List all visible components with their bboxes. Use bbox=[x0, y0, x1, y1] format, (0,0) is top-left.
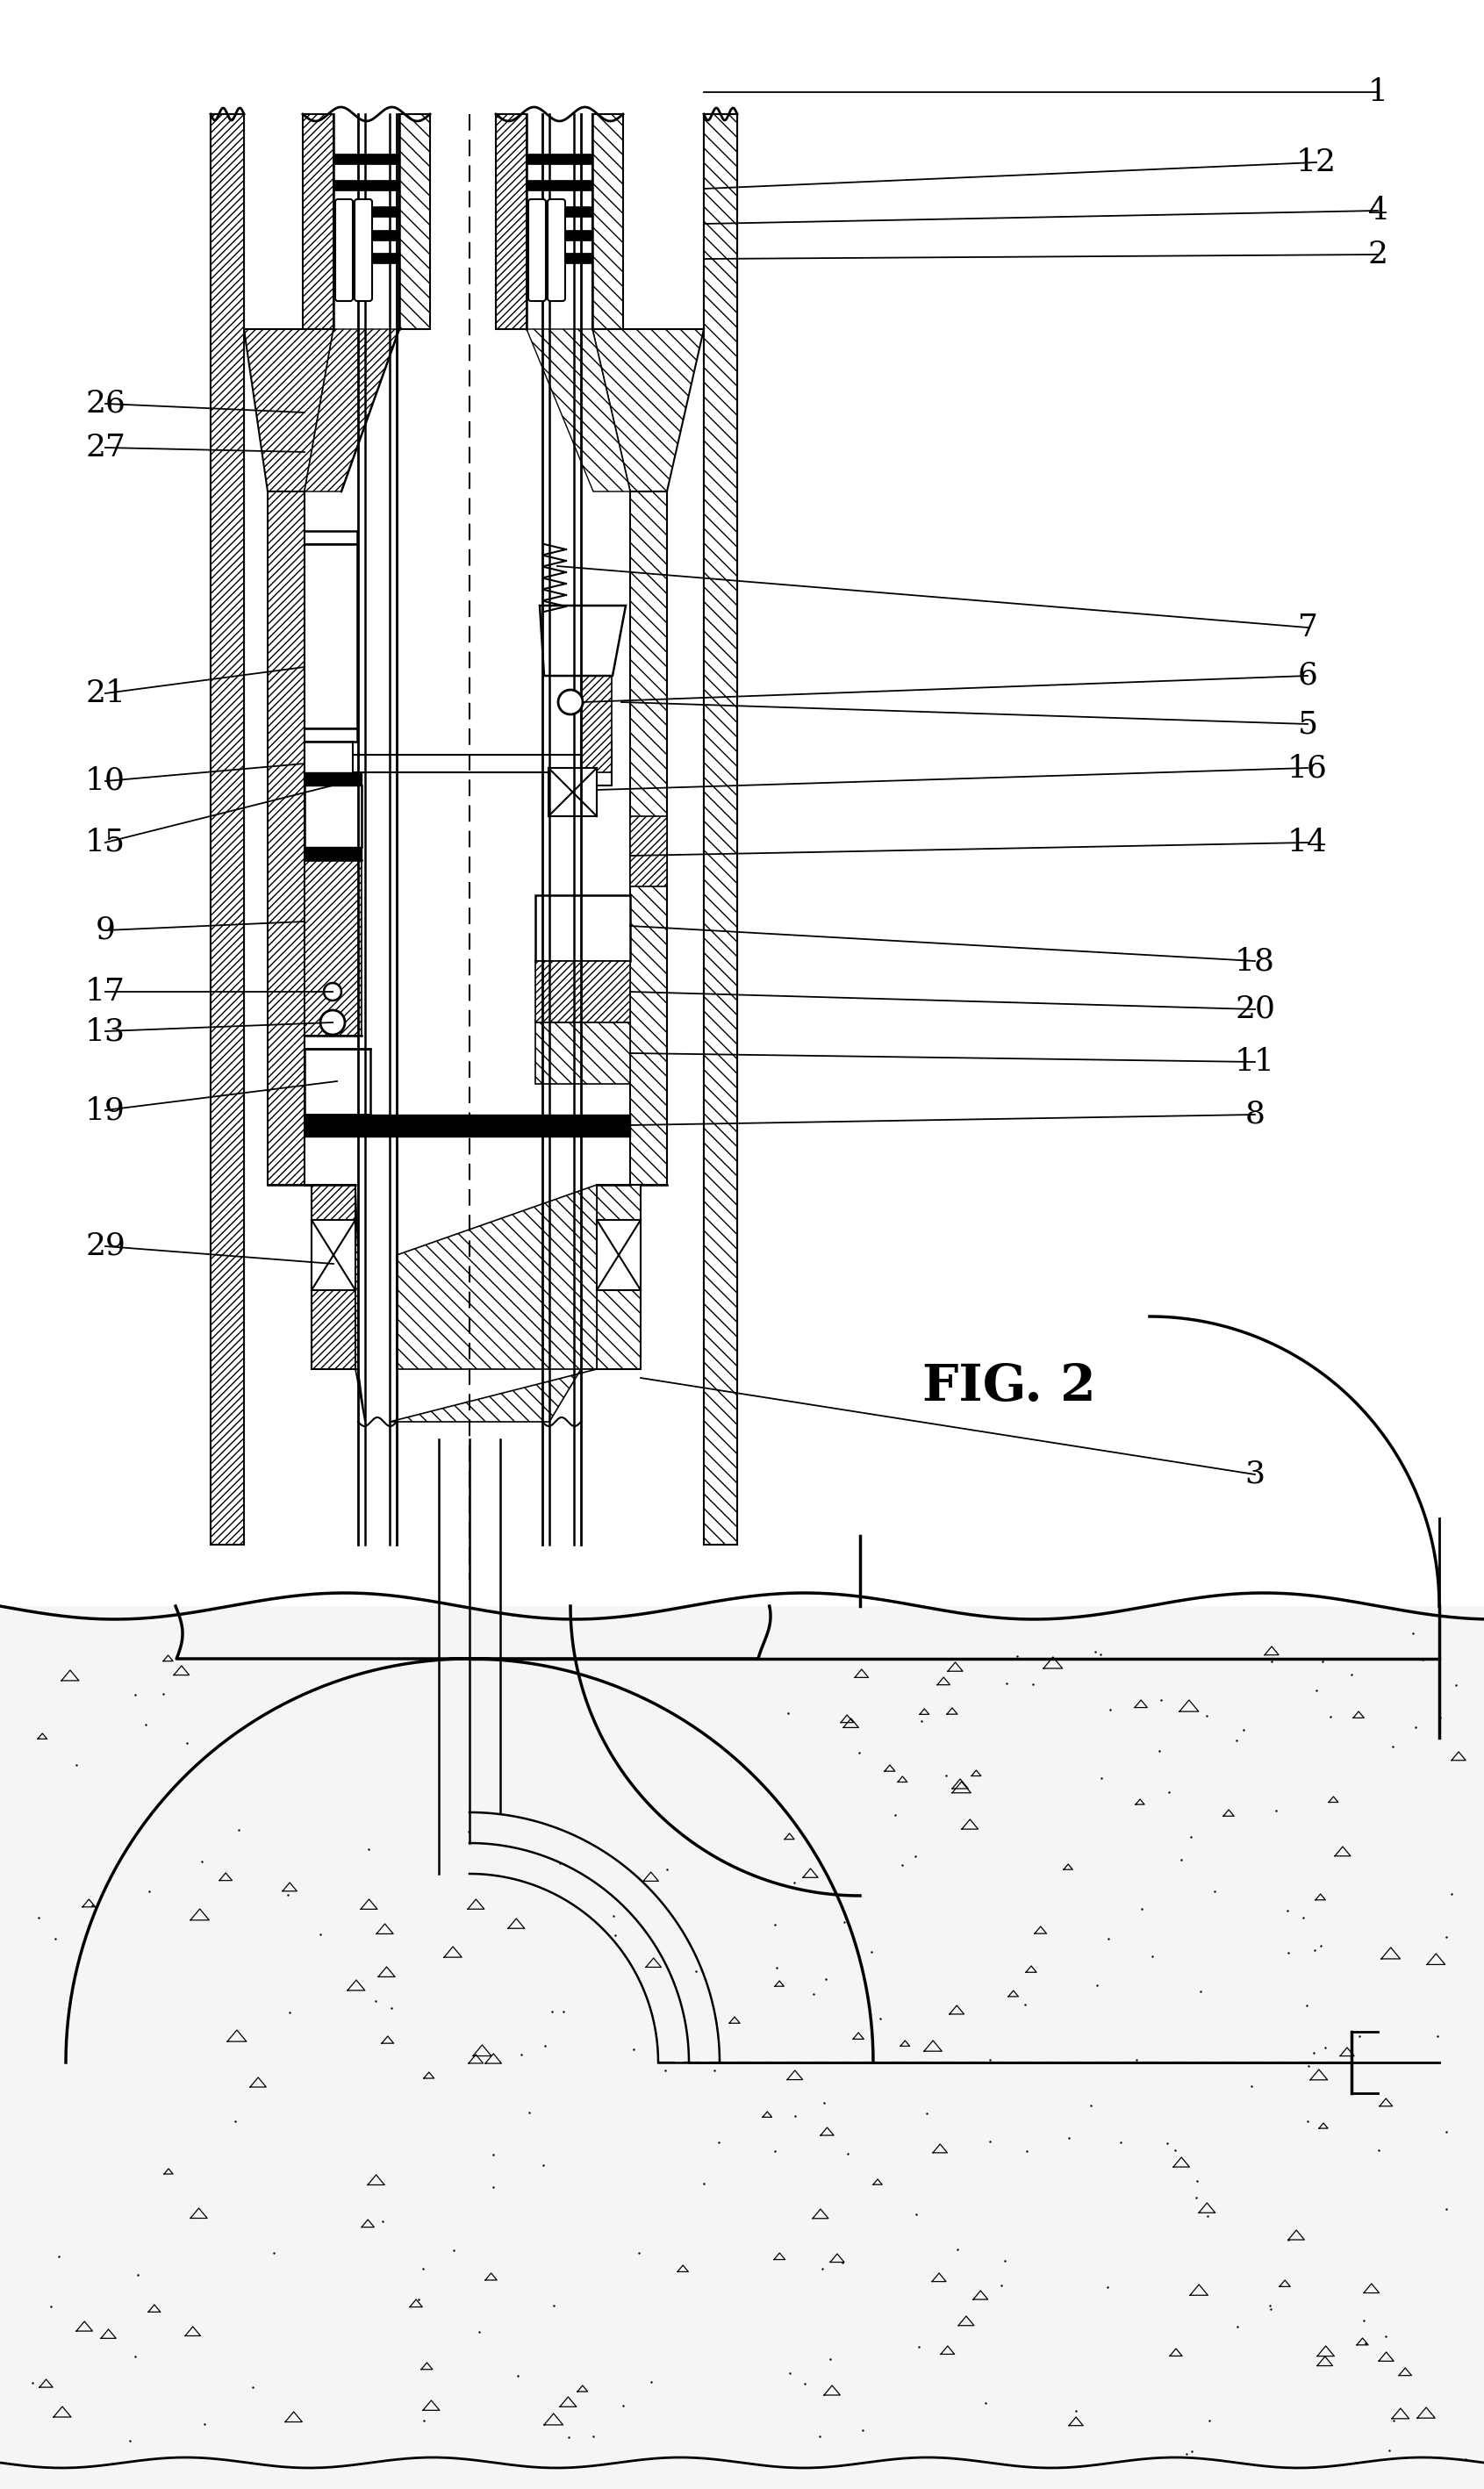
Bar bbox=[527, 154, 592, 164]
Bar bbox=[312, 1220, 356, 1289]
Bar bbox=[334, 229, 399, 241]
Bar bbox=[527, 207, 592, 217]
FancyBboxPatch shape bbox=[335, 199, 353, 301]
Bar bbox=[334, 179, 399, 192]
Bar bbox=[703, 114, 738, 1369]
Bar bbox=[631, 816, 666, 886]
Bar bbox=[536, 961, 631, 1023]
FancyBboxPatch shape bbox=[355, 199, 372, 301]
Text: 3: 3 bbox=[1245, 1459, 1264, 1488]
Polygon shape bbox=[304, 329, 399, 490]
Text: 18: 18 bbox=[1235, 946, 1275, 976]
Bar bbox=[399, 114, 430, 329]
Text: 19: 19 bbox=[85, 1095, 126, 1125]
Text: 15: 15 bbox=[85, 829, 126, 856]
Text: 2: 2 bbox=[1368, 239, 1388, 269]
Text: 26: 26 bbox=[85, 388, 126, 418]
Bar bbox=[304, 861, 362, 1035]
Bar bbox=[312, 1185, 356, 1369]
Text: 17: 17 bbox=[85, 976, 126, 1006]
Text: 20: 20 bbox=[1235, 996, 1275, 1023]
Text: 7: 7 bbox=[1297, 612, 1318, 642]
Bar bbox=[527, 179, 592, 192]
Circle shape bbox=[558, 689, 583, 714]
Circle shape bbox=[321, 1011, 344, 1035]
Text: 11: 11 bbox=[1235, 1048, 1275, 1078]
Text: 13: 13 bbox=[85, 1016, 126, 1045]
Text: 14: 14 bbox=[1288, 829, 1328, 856]
Polygon shape bbox=[356, 1185, 358, 1369]
Text: 10: 10 bbox=[85, 767, 126, 796]
Text: 8: 8 bbox=[1245, 1100, 1264, 1130]
Bar bbox=[334, 254, 399, 264]
Bar bbox=[211, 114, 243, 1369]
Text: 12: 12 bbox=[1296, 147, 1337, 177]
Bar bbox=[304, 545, 358, 729]
Text: 21: 21 bbox=[85, 679, 126, 709]
Text: FIG. 2: FIG. 2 bbox=[923, 1361, 1097, 1411]
Bar bbox=[0, 1605, 1484, 2489]
Bar bbox=[304, 1048, 371, 1115]
Text: 27: 27 bbox=[85, 433, 126, 463]
Bar bbox=[267, 490, 304, 1185]
Circle shape bbox=[324, 983, 341, 1001]
Bar bbox=[334, 154, 399, 164]
Bar bbox=[580, 640, 611, 772]
Text: 5: 5 bbox=[1297, 709, 1318, 739]
Bar bbox=[597, 1185, 641, 1369]
Text: 29: 29 bbox=[85, 1232, 126, 1262]
Polygon shape bbox=[243, 329, 334, 490]
Bar bbox=[631, 490, 666, 1185]
Polygon shape bbox=[540, 605, 626, 677]
FancyBboxPatch shape bbox=[548, 199, 565, 301]
Bar bbox=[334, 207, 399, 217]
Bar bbox=[496, 114, 527, 329]
Polygon shape bbox=[396, 1185, 597, 1369]
Bar bbox=[527, 229, 592, 241]
Bar bbox=[304, 754, 580, 772]
Bar bbox=[304, 846, 362, 861]
Bar bbox=[304, 772, 362, 787]
Bar bbox=[592, 114, 623, 329]
Text: 1: 1 bbox=[1368, 77, 1388, 107]
Bar bbox=[527, 254, 592, 264]
Bar bbox=[703, 114, 738, 1546]
Polygon shape bbox=[592, 329, 703, 490]
Polygon shape bbox=[390, 1369, 597, 1421]
Bar bbox=[303, 114, 334, 329]
Polygon shape bbox=[527, 329, 631, 490]
Bar bbox=[536, 896, 631, 961]
Text: 4: 4 bbox=[1368, 197, 1388, 226]
Bar bbox=[536, 1023, 631, 1083]
Bar bbox=[549, 769, 597, 816]
Bar bbox=[597, 1220, 641, 1289]
Text: 6: 6 bbox=[1297, 662, 1318, 692]
FancyBboxPatch shape bbox=[528, 199, 546, 301]
Text: 9: 9 bbox=[95, 916, 116, 946]
Bar bbox=[580, 742, 611, 787]
Bar bbox=[304, 742, 353, 787]
Bar bbox=[211, 114, 243, 1546]
Bar bbox=[304, 1115, 631, 1137]
Polygon shape bbox=[356, 1369, 365, 1421]
Text: 16: 16 bbox=[1288, 754, 1328, 784]
